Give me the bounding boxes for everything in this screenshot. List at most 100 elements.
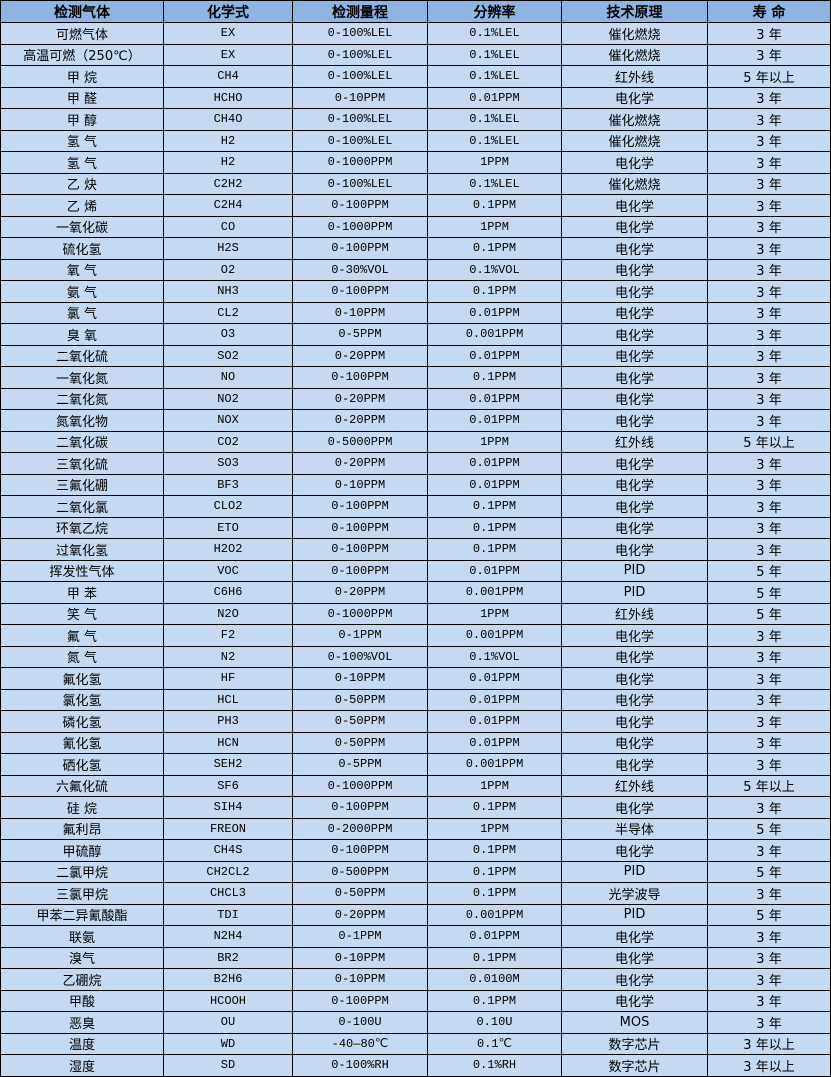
table-row: 二氧化硫 SO2 0-20PPM 0.01PPM 电化学 3 年 <box>0 344 831 367</box>
table-row: 氮 气 N2 0-100%VOL 0.1%VOL 电化学 3 年 <box>0 645 831 668</box>
cell-gas-name: 二氯甲烷 <box>0 860 164 883</box>
table-row: 挥发性气体 VOC 0-100PPM 0.01PPM PID 5 年 <box>0 559 831 582</box>
cell-gas-name: 联氨 <box>0 925 164 948</box>
cell-principle: 电化学 <box>561 624 708 647</box>
cell-resolution: 0.01PPM <box>427 925 562 948</box>
cell-gas-name: 甲硫醇 <box>0 839 164 862</box>
cell-resolution: 0.1%LEL <box>427 172 562 195</box>
cell-formula: NOX <box>163 409 293 432</box>
table-row: 乙 烯 C2H4 0-100PPM 0.1PPM 电化学 3 年 <box>0 194 831 217</box>
cell-resolution: 0.001PPM <box>427 753 562 776</box>
cell-principle: 电化学 <box>561 710 708 733</box>
cell-formula: SF6 <box>163 774 293 797</box>
cell-gas-name: 甲苯二异氰酸酯 <box>0 903 164 926</box>
cell-gas-name: 氯化氢 <box>0 688 164 711</box>
table-row: 硫化氢 H2S 0-100PPM 0.1PPM 电化学 3 年 <box>0 237 831 260</box>
cell-lifespan: 3 年 <box>707 86 831 109</box>
cell-resolution: 0.01PPM <box>427 731 562 754</box>
cell-principle: 红外线 <box>561 774 708 797</box>
cell-lifespan: 5 年 <box>707 581 831 604</box>
cell-range: 0-10PPM <box>292 473 428 496</box>
cell-principle: 红外线 <box>561 430 708 453</box>
cell-principle: 电化学 <box>561 796 708 819</box>
cell-resolution: 0.01PPM <box>427 559 562 582</box>
cell-resolution: 0.1PPM <box>427 516 562 539</box>
cell-lifespan: 5 年 <box>707 903 831 926</box>
cell-resolution: 0.01PPM <box>427 344 562 367</box>
cell-lifespan: 5 年 <box>707 817 831 840</box>
cell-formula: CH4S <box>163 839 293 862</box>
cell-formula: H2S <box>163 237 293 260</box>
cell-gas-name: 臭 氧 <box>0 323 164 346</box>
cell-resolution: 0.01PPM <box>427 452 562 475</box>
cell-lifespan: 3 年 <box>707 43 831 66</box>
table-row: 可燃气体 EX 0-100%LEL 0.1%LEL 催化燃烧 3 年 <box>0 22 831 45</box>
cell-principle: 电化学 <box>561 301 708 324</box>
cell-range: 0-100%LEL <box>292 65 428 88</box>
cell-resolution: 0.1PPM <box>427 839 562 862</box>
cell-resolution: 0.1%LEL <box>427 22 562 45</box>
cell-formula: SO3 <box>163 452 293 475</box>
cell-lifespan: 3 年 <box>707 925 831 948</box>
cell-principle: 电化学 <box>561 667 708 690</box>
cell-formula: C2H4 <box>163 194 293 217</box>
cell-resolution: 0.001PPM <box>427 624 562 647</box>
cell-gas-name: 温度 <box>0 1032 164 1055</box>
column-header-resolution: 分辨率 <box>427 0 562 23</box>
cell-formula: SEH2 <box>163 753 293 776</box>
cell-resolution: 1PPM <box>427 602 562 625</box>
cell-resolution: 0.1PPM <box>427 495 562 518</box>
cell-range: 0-5PPM <box>292 323 428 346</box>
cell-formula: ETO <box>163 516 293 539</box>
cell-principle: 红外线 <box>561 602 708 625</box>
cell-range: 0-100%LEL <box>292 172 428 195</box>
cell-range: 0-100PPM <box>292 796 428 819</box>
cell-gas-name: 氮氧化物 <box>0 409 164 432</box>
cell-formula: CLO2 <box>163 495 293 518</box>
cell-gas-name: 乙 烯 <box>0 194 164 217</box>
cell-gas-name: 二氧化氯 <box>0 495 164 518</box>
cell-principle: PID <box>561 860 708 883</box>
cell-resolution: 0.1%VOL <box>427 645 562 668</box>
cell-range: 0-100PPM <box>292 366 428 389</box>
cell-range: 0-20PPM <box>292 581 428 604</box>
cell-gas-name: 氟 气 <box>0 624 164 647</box>
cell-range: 0-50PPM <box>292 710 428 733</box>
cell-lifespan: 3 年 <box>707 194 831 217</box>
cell-lifespan: 3 年以上 <box>707 1054 831 1077</box>
cell-gas-name: 硒化氢 <box>0 753 164 776</box>
cell-formula: HF <box>163 667 293 690</box>
cell-resolution: 0.1PPM <box>427 194 562 217</box>
cell-resolution: 0.01PPM <box>427 86 562 109</box>
cell-range: 0-10PPM <box>292 968 428 991</box>
cell-formula: BR2 <box>163 946 293 969</box>
cell-resolution: 0.1PPM <box>427 237 562 260</box>
cell-principle: 电化学 <box>561 839 708 862</box>
table-row: 甲 烷 CH4 0-100%LEL 0.1%LEL 红外线 5 年以上 <box>0 65 831 88</box>
cell-principle: 电化学 <box>561 516 708 539</box>
table-row: 氮氧化物 NOX 0-20PPM 0.01PPM 电化学 3 年 <box>0 409 831 432</box>
cell-lifespan: 5 年 <box>707 602 831 625</box>
cell-lifespan: 3 年 <box>707 796 831 819</box>
cell-range: 0-20PPM <box>292 452 428 475</box>
cell-resolution: 0.01PPM <box>427 409 562 432</box>
cell-lifespan: 3 年 <box>707 366 831 389</box>
table-row: 氟利昂 FREON 0-2000PPM 1PPM 半导体 5 年 <box>0 817 831 840</box>
column-header-lifespan: 寿 命 <box>707 0 831 23</box>
cell-gas-name: 氨 气 <box>0 280 164 303</box>
cell-principle: MOS <box>561 1011 708 1034</box>
cell-range: 0-100PPM <box>292 280 428 303</box>
table-row: 氟 气 F2 0-1PPM 0.001PPM 电化学 3 年 <box>0 624 831 647</box>
table-row: 氰化氢 HCN 0-50PPM 0.01PPM 电化学 3 年 <box>0 731 831 754</box>
table-row: 臭 氧 O3 0-5PPM 0.001PPM 电化学 3 年 <box>0 323 831 346</box>
cell-range: 0-20PPM <box>292 903 428 926</box>
cell-principle: 电化学 <box>561 452 708 475</box>
cell-range: 0-10PPM <box>292 946 428 969</box>
cell-gas-name: 环氧乙烷 <box>0 516 164 539</box>
cell-gas-name: 氟化氢 <box>0 667 164 690</box>
cell-principle: 电化学 <box>561 538 708 561</box>
cell-lifespan: 3 年 <box>707 151 831 174</box>
cell-principle: 红外线 <box>561 65 708 88</box>
cell-principle: 电化学 <box>561 86 708 109</box>
cell-lifespan: 3 年 <box>707 473 831 496</box>
